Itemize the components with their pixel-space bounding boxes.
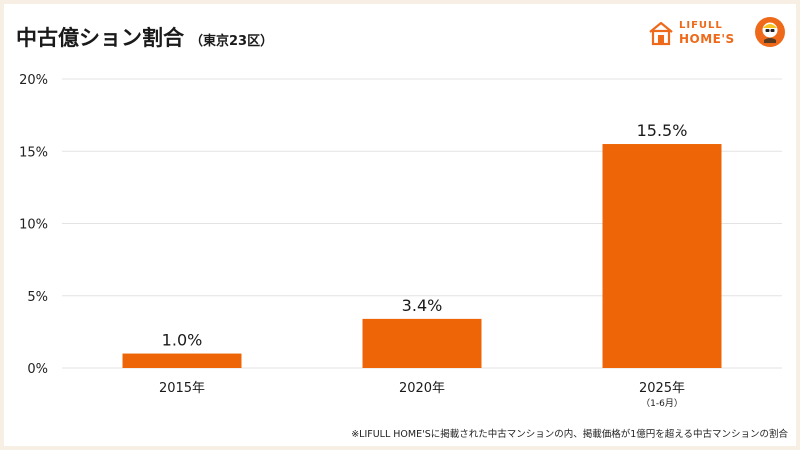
title-area: 中古億ション割合 （東京23区） <box>16 22 273 52</box>
chart-title: 中古億ション割合 <box>16 26 184 50</box>
y-tick-label: 20% <box>19 73 48 88</box>
logo-text-top: LIFULL <box>679 20 723 31</box>
bar <box>362 318 482 368</box>
y-tick-label: 5% <box>27 290 48 305</box>
y-tick-label: 15% <box>19 145 48 160</box>
bar <box>602 144 722 368</box>
x-tick-label: 2020年 <box>399 381 445 396</box>
x-tick-label: 2025年 <box>639 381 685 396</box>
lifull-homes-logo: LIFULL HOME'S <box>648 14 786 50</box>
chart-subtitle: （東京23区） <box>190 34 274 49</box>
bar <box>122 353 242 368</box>
y-tick-label: 10% <box>19 218 48 233</box>
x-tick-label: 2015年 <box>159 381 205 396</box>
mascot-badge-icon <box>755 17 785 47</box>
x-tick-note: （1-6月） <box>641 398 683 409</box>
house-icon <box>649 21 673 46</box>
data-label: 1.0% <box>162 331 203 350</box>
data-label: 3.4% <box>402 296 443 315</box>
footnote: ※LIFULL HOME'Sに掲載された中古マンションの内、掲載価格が1億円を超… <box>351 429 788 440</box>
logo-text-bottom: HOME'S <box>679 32 735 46</box>
data-label: 15.5% <box>637 121 688 140</box>
y-tick-label: 0% <box>27 362 48 377</box>
